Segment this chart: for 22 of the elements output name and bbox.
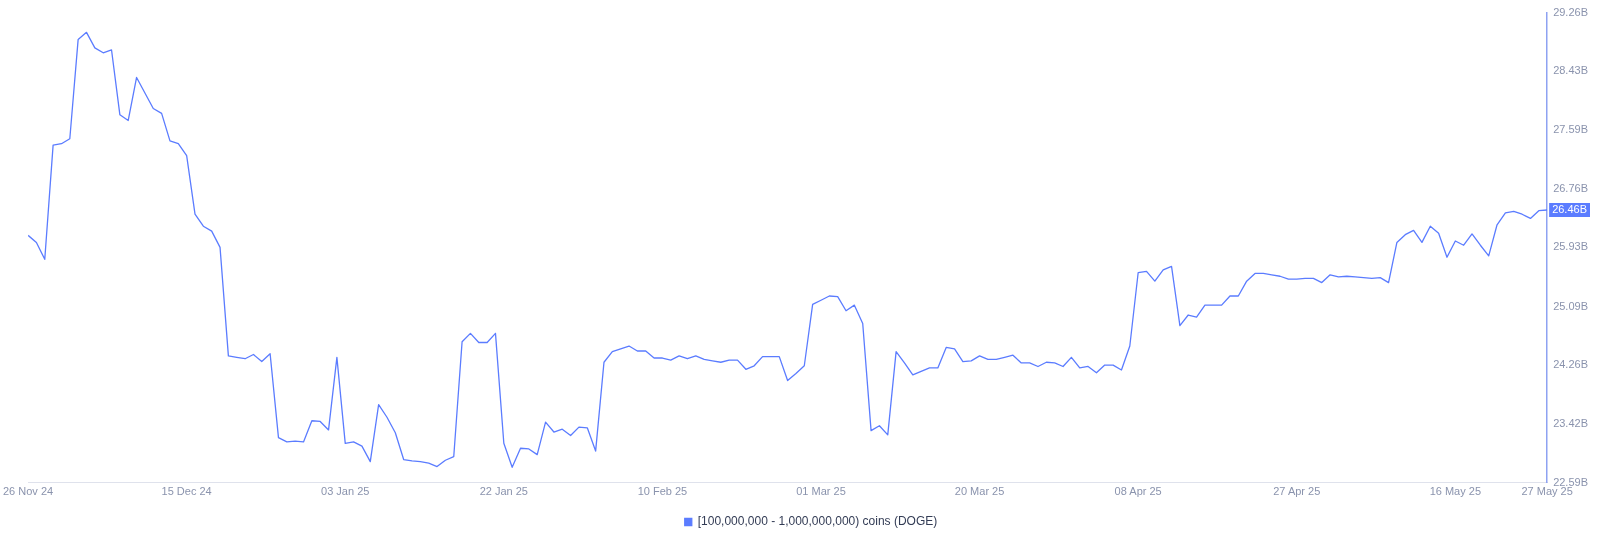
y-tick-label: 28.43B <box>1553 64 1589 77</box>
x-tick-label: 01 Mar 25 <box>796 485 846 498</box>
y-tick-label: 29.26B <box>1553 5 1589 18</box>
x-tick-label: 08 Apr 25 <box>1114 485 1162 498</box>
x-tick-label: 16 May 25 <box>1429 485 1482 498</box>
x-tick-label: 27 Apr 25 <box>1273 485 1321 498</box>
y-tick-label: 25.09B <box>1553 299 1589 312</box>
x-tick-label: 15 Dec 24 <box>161 485 212 498</box>
x-tick-label: 20 Mar 25 <box>954 485 1005 498</box>
y-tick-label: 26.76B <box>1553 181 1589 194</box>
x-tick-label: 22 Jan 25 <box>479 485 528 498</box>
y-tick-label: 23.42B <box>1553 417 1589 430</box>
x-tick-label: 26 Nov 24 <box>2 485 54 498</box>
y-tick-label: 24.26B <box>1553 358 1589 371</box>
y-tick-label: 25.93B <box>1553 240 1589 253</box>
legend-label: [100,000,000 - 1,000,000,000) coins (DOGE) <box>697 514 938 529</box>
y-tick-label: 27.59B <box>1553 123 1589 136</box>
y-tick-label: 22.59B <box>1553 475 1589 488</box>
annotation: 26.46B <box>1552 203 1588 216</box>
x-tick-label: 27 May 25 <box>1521 485 1573 498</box>
x-tick-label: 03 Jan 25 <box>321 485 370 498</box>
x-tick-label: 10 Feb 25 <box>637 485 688 498</box>
